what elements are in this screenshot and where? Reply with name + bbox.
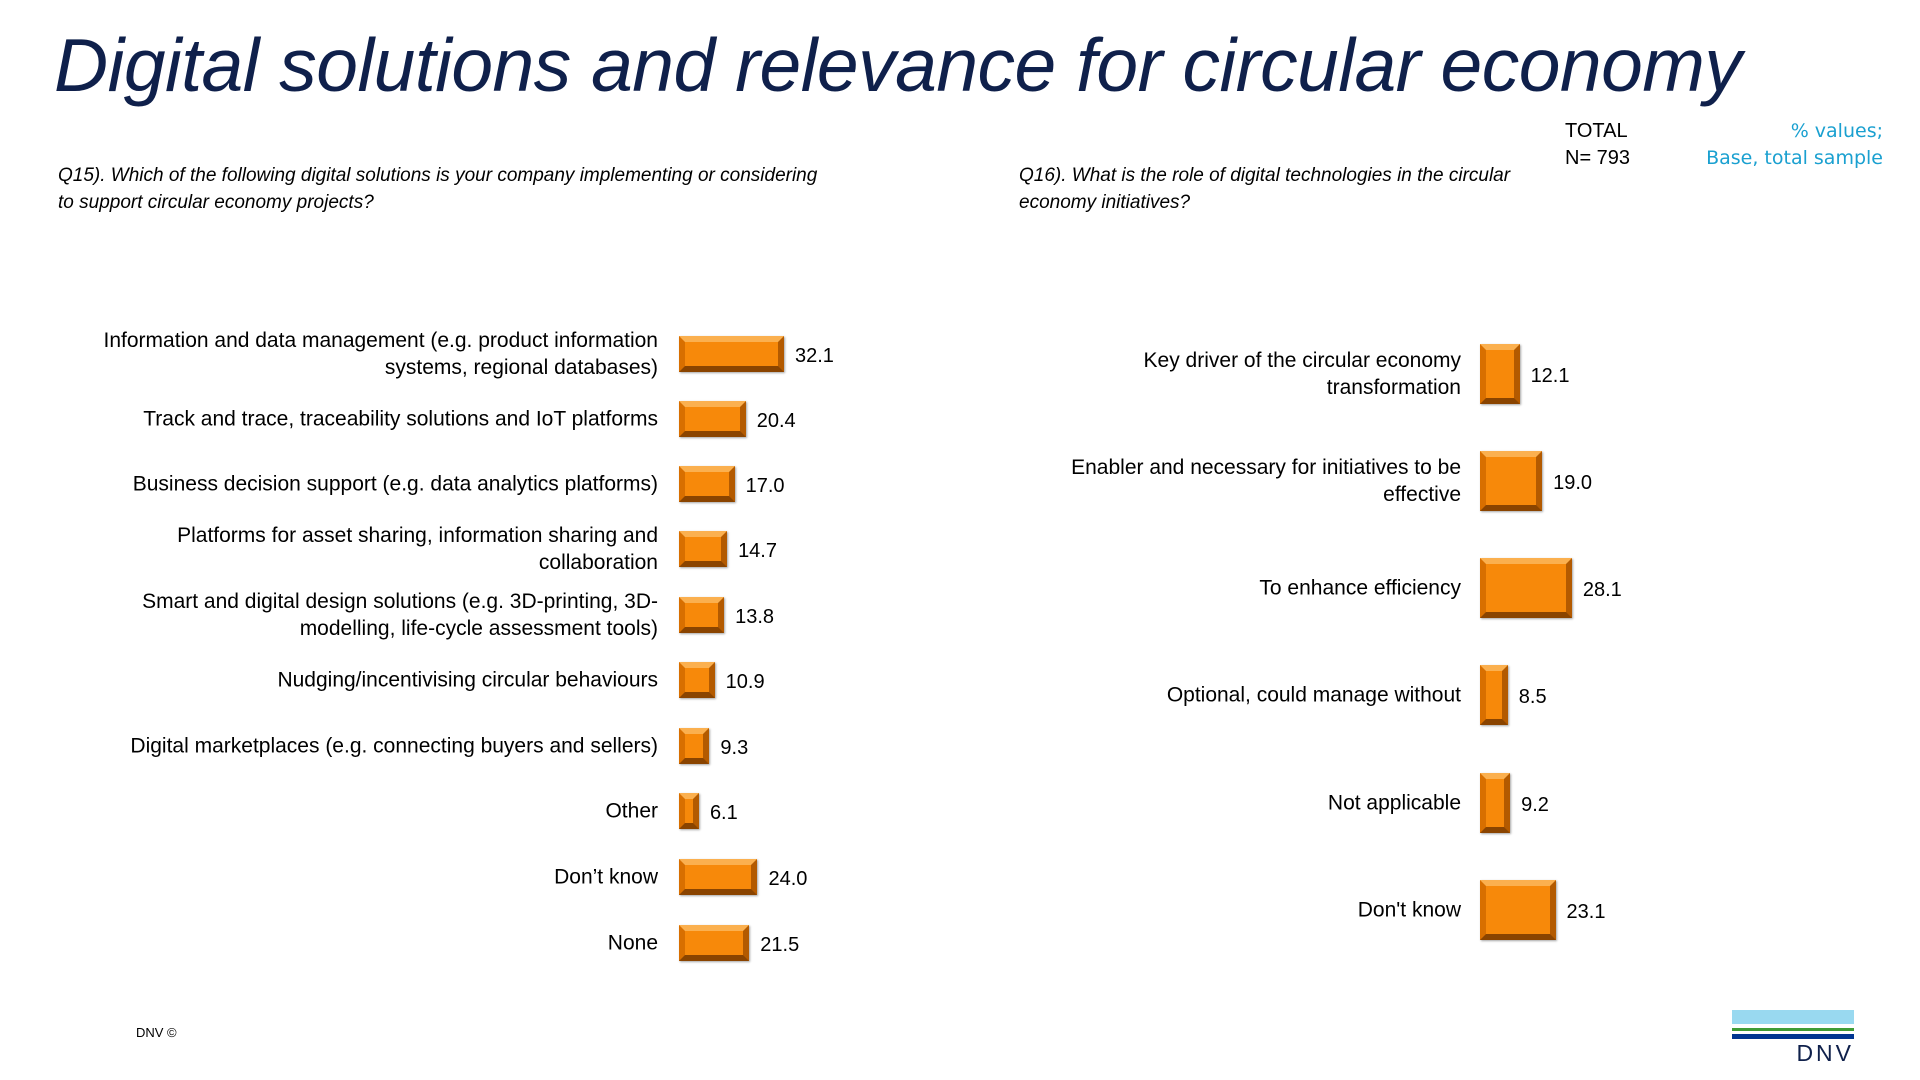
bar xyxy=(679,401,746,437)
data-label: 13.8 xyxy=(735,605,775,628)
category-label: Platforms for asset sharing, information… xyxy=(177,524,658,574)
category-label: Other xyxy=(605,799,658,823)
base-note: % values; Base, total sample xyxy=(1706,118,1883,172)
bar xyxy=(1480,773,1511,833)
bar xyxy=(1480,451,1543,511)
dnv-logo: DNV xyxy=(1732,1010,1854,1067)
bar xyxy=(679,662,715,698)
data-label: 8.5 xyxy=(1518,685,1547,708)
data-label: 32.1 xyxy=(794,344,834,367)
category-label: Optional, could manage without xyxy=(1166,683,1461,707)
page-title: Digital solutions and relevance for circ… xyxy=(54,23,1742,107)
total-label: TOTAL xyxy=(1565,120,1628,142)
data-label: 23.1 xyxy=(1566,900,1606,923)
category-label: Don't know xyxy=(1357,898,1461,922)
logo-text: DNV xyxy=(1796,1040,1854,1066)
data-label: 20.4 xyxy=(756,409,796,432)
bar xyxy=(1480,665,1508,725)
bar xyxy=(679,859,758,895)
bar xyxy=(679,925,750,961)
data-label: 12.1 xyxy=(1530,364,1570,387)
copyright: DNV © xyxy=(136,1025,177,1040)
data-label: 6.1 xyxy=(709,801,738,824)
data-label: 14.7 xyxy=(738,539,777,562)
category-label: Key driver of the circular economy trans… xyxy=(1143,349,1461,399)
data-label: 28.1 xyxy=(1582,578,1622,601)
data-label: 9.3 xyxy=(720,736,749,759)
data-label: 9.2 xyxy=(1521,793,1549,816)
note-line-1: % values; xyxy=(1790,120,1883,142)
category-label: Not applicable xyxy=(1327,791,1461,815)
category-label: To enhance efficiency xyxy=(1259,576,1461,600)
bar xyxy=(1480,558,1572,618)
data-label: 10.9 xyxy=(725,670,765,693)
data-label: 24.0 xyxy=(768,867,808,890)
category-label: Smart and digital design solutions (e.g.… xyxy=(142,590,658,640)
category-label: Track and trace, traceability solutions … xyxy=(143,407,658,431)
category-label: None xyxy=(607,931,658,955)
bar xyxy=(679,728,710,764)
bar xyxy=(679,336,784,372)
bar xyxy=(679,597,725,633)
total-n: N= 793 xyxy=(1565,147,1631,169)
category-label: Don’t know xyxy=(554,865,658,889)
category-label: Business decision support (e.g. data ana… xyxy=(132,472,658,496)
note-line-2: Base, total sample xyxy=(1706,147,1883,169)
bar xyxy=(1480,880,1556,940)
q16-title: Q16). What is the role of digital techno… xyxy=(1019,165,1511,213)
category-label: Information and data management (e.g. pr… xyxy=(103,329,659,379)
bar xyxy=(679,466,735,502)
category-label: Enabler and necessary for initiatives to… xyxy=(1071,456,1461,506)
data-label: 21.5 xyxy=(760,933,800,956)
sample-size: TOTAL N= 793 xyxy=(1565,118,1630,172)
data-label: 19.0 xyxy=(1553,471,1593,494)
bar xyxy=(679,793,699,829)
category-label: Nudging/incentivising circular behaviour… xyxy=(277,668,658,692)
category-label: Digital marketplaces (e.g. connecting bu… xyxy=(130,734,658,758)
bar xyxy=(1480,344,1520,404)
q15-title: Q15). Which of the following digital sol… xyxy=(58,165,818,213)
bar xyxy=(679,531,728,567)
data-label: 17.0 xyxy=(745,474,785,497)
